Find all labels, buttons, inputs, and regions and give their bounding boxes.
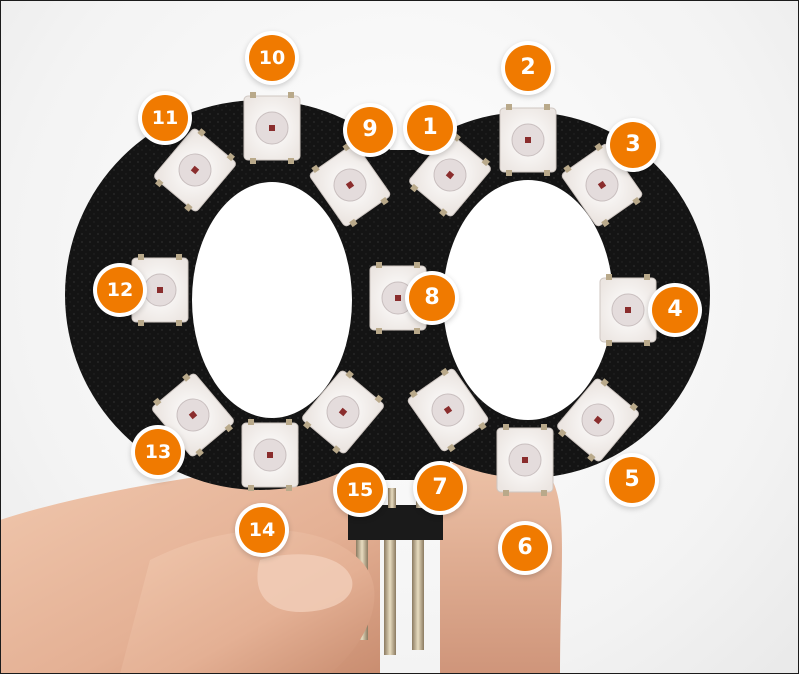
number-badge-9: 9 (347, 107, 393, 153)
number-badge-14: 14 (239, 507, 285, 553)
led-9 (309, 142, 391, 228)
led-6 (496, 424, 554, 496)
number-badge-12: 12 (97, 267, 143, 313)
led-4 (599, 274, 657, 346)
led-10 (243, 92, 301, 164)
number-badge-2: 2 (505, 45, 551, 91)
number-badge-8: 8 (409, 275, 455, 321)
number-badge-11: 11 (142, 95, 188, 141)
number-badge-13: 13 (135, 429, 181, 475)
led-12 (131, 254, 189, 326)
led-15 (302, 370, 384, 454)
number-badge-4: 4 (652, 287, 698, 333)
led-13 (152, 373, 234, 457)
led-11 (154, 128, 236, 212)
number-badge-15: 15 (337, 467, 383, 513)
led-group (131, 92, 657, 496)
led-8 (369, 262, 427, 334)
number-badge-10: 10 (249, 35, 295, 81)
number-badge-5: 5 (609, 457, 655, 503)
led-1 (409, 133, 491, 217)
led-5 (557, 378, 639, 462)
thumbnail (257, 554, 353, 612)
led-14 (241, 419, 299, 491)
number-badge-1: 1 (407, 105, 453, 151)
number-badge-7: 7 (417, 465, 463, 511)
led-2 (499, 104, 557, 176)
number-badge-6: 6 (502, 525, 548, 571)
finger-back (440, 454, 562, 674)
led-7 (407, 367, 489, 453)
number-badge-3: 3 (610, 122, 656, 168)
